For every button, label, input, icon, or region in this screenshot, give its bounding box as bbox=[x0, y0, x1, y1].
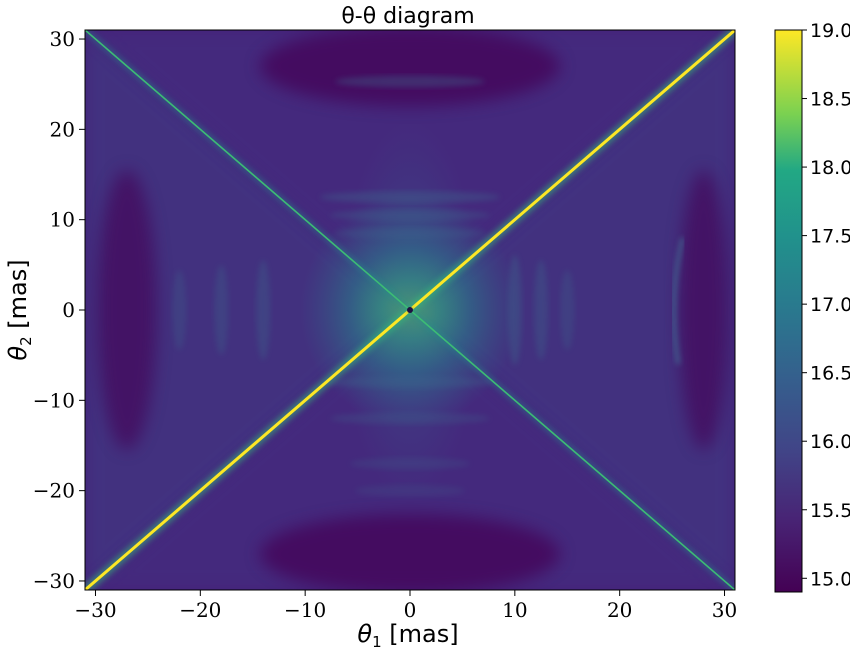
vertical-streak bbox=[560, 270, 575, 350]
vertical-streak bbox=[256, 260, 271, 360]
x-axis-label: θ1 [mas] bbox=[357, 620, 458, 651]
y-tick-label: 0 bbox=[62, 298, 75, 322]
colorbar-tick-label: 16.5 bbox=[810, 363, 850, 385]
colorbar-tick-label: 15.5 bbox=[810, 500, 850, 522]
y-tick-label: −10 bbox=[33, 388, 75, 412]
colorbar-tick-label: 18.0 bbox=[810, 157, 850, 179]
x-axis: −30 −20 −10 0 10 20 30 bbox=[74, 590, 737, 622]
center-hotspot bbox=[407, 307, 413, 313]
dark-region-top bbox=[260, 30, 560, 107]
heatmap-features bbox=[85, 30, 735, 590]
x-tick-label: 20 bbox=[607, 598, 632, 622]
y-axis-label: θ2 [mas] bbox=[4, 259, 35, 360]
vertical-streak bbox=[172, 270, 187, 350]
x-tick-label: −30 bbox=[74, 598, 116, 622]
x-tick-label: −10 bbox=[284, 598, 326, 622]
colorbar: 15.0 15.5 16.0 16.5 17.0 17.5 18.0 18.5 19.0 bbox=[774, 20, 850, 593]
vertical-streak bbox=[507, 255, 522, 365]
horizontal-streak bbox=[335, 227, 485, 240]
y-tick-label: 10 bbox=[50, 208, 75, 232]
dark-region-bottom bbox=[260, 513, 560, 590]
colorbar-tick-label: 15.0 bbox=[810, 568, 850, 590]
arc-feature-right bbox=[672, 237, 685, 365]
bowtie-glow-left bbox=[85, 30, 410, 590]
colorbar-tick-label: 17.5 bbox=[810, 226, 850, 248]
y-axis: −30 −20 −10 0 10 20 30 bbox=[33, 27, 85, 593]
chart-title: θ-θ diagram bbox=[341, 4, 474, 29]
horizontal-streak bbox=[330, 209, 490, 222]
x-tick-label: −20 bbox=[179, 598, 221, 622]
horizontal-streak bbox=[350, 457, 470, 470]
colorbar-gradient bbox=[774, 29, 803, 593]
horizontal-streak bbox=[355, 484, 465, 497]
colorbar-ticks: 15.0 15.5 16.0 16.5 17.0 17.5 18.0 18.5 19.0 bbox=[802, 20, 850, 590]
colorbar-tick-label: 19.0 bbox=[810, 20, 850, 42]
x-tick-label: 0 bbox=[404, 598, 417, 622]
vertical-streak bbox=[534, 260, 549, 360]
horizontal-streak bbox=[320, 191, 500, 204]
plot-area bbox=[85, 30, 735, 590]
x-tick-label: 10 bbox=[502, 598, 527, 622]
y-tick-label: −20 bbox=[33, 479, 75, 503]
horizontal-streak bbox=[325, 376, 495, 389]
colorbar-tick-label: 17.0 bbox=[810, 294, 850, 316]
horizontal-streak bbox=[330, 412, 490, 425]
dark-region-left bbox=[96, 170, 157, 450]
colorbar-tick-label: 16.0 bbox=[810, 431, 850, 453]
y-tick-label: 20 bbox=[50, 117, 75, 141]
y-tick-label: −30 bbox=[33, 569, 75, 593]
colorbar-tick-label: 18.5 bbox=[810, 89, 850, 111]
y-tick-label: 30 bbox=[50, 27, 75, 51]
dark-region-right bbox=[678, 170, 729, 450]
x-tick-label: 30 bbox=[712, 598, 737, 622]
vertical-streak bbox=[214, 265, 229, 355]
horizontal-streak bbox=[335, 75, 485, 88]
